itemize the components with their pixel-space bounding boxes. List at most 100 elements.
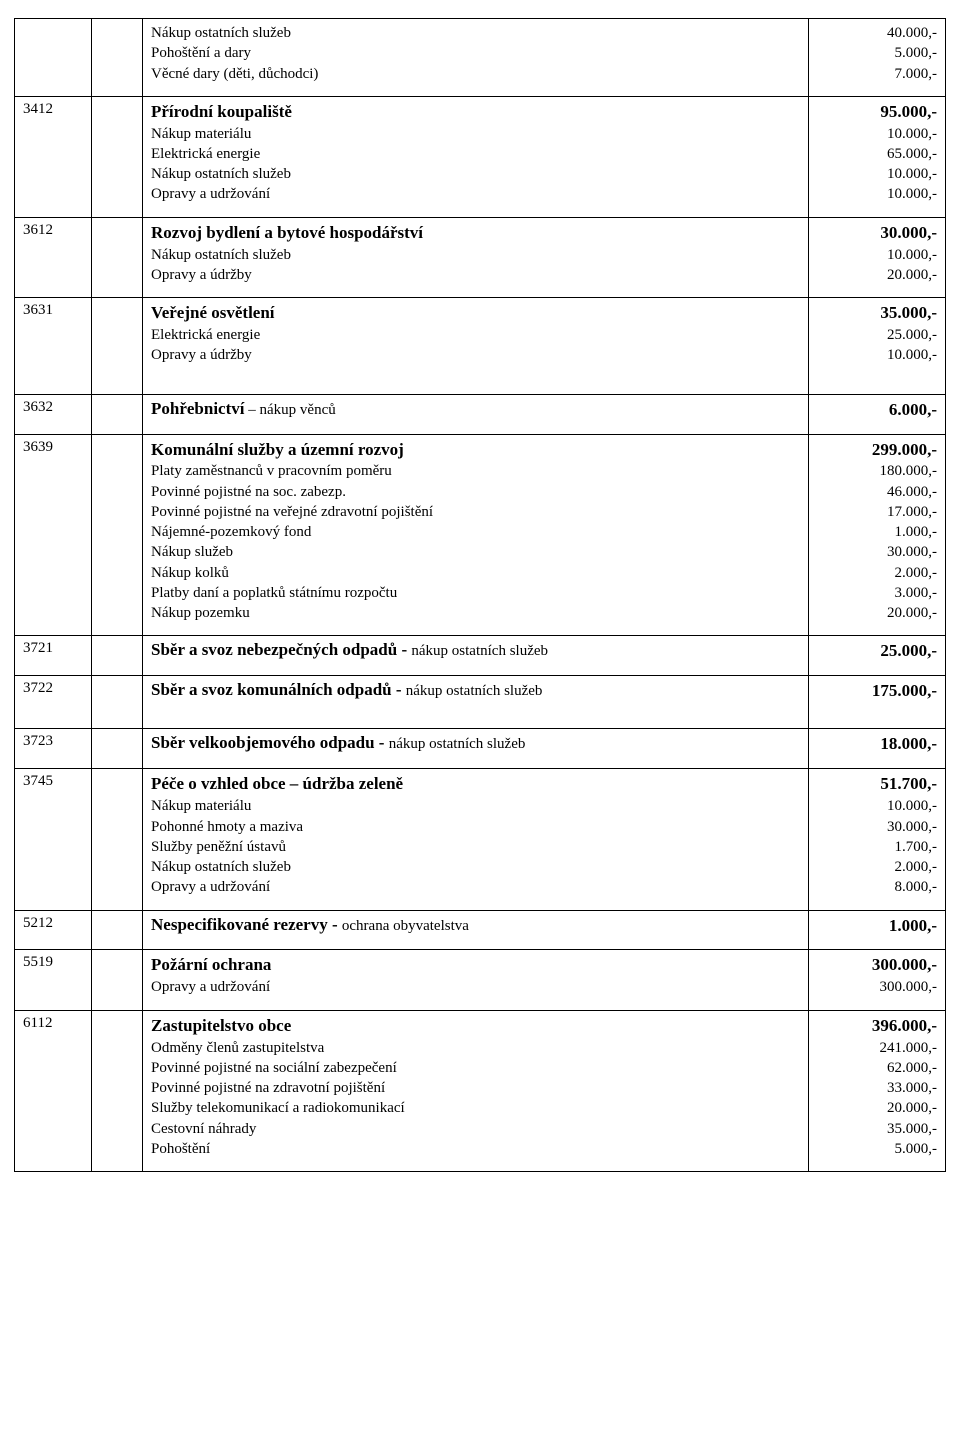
line-item-value: 396.000,- xyxy=(817,1015,937,1038)
table-row: 5212 Nespecifikované rezervy - ochrana ob… xyxy=(15,910,946,950)
value-cell: 51.700,-10.000,-30.000,-1.700,-2.000,-8.… xyxy=(809,769,946,910)
row-code: 3632 xyxy=(15,394,92,434)
line-item-value: 51.700,- xyxy=(817,773,937,796)
value-cell: 6.000,- xyxy=(809,394,946,434)
line-item-label: Komunální služby a územní rozvoj xyxy=(151,439,800,462)
table-row: 3412Přírodní koupalištěNákup materiáluEl… xyxy=(15,96,946,217)
line-item-value: 1.700,- xyxy=(817,837,937,857)
line-item-value: 20.000,- xyxy=(817,1098,937,1118)
line-item-label: Platy zaměstnanců v pracovním poměru xyxy=(151,461,800,481)
spacer-cell xyxy=(92,910,143,950)
line-item-value: 46.000,- xyxy=(817,482,937,502)
line-item-value: 1.000,- xyxy=(817,522,937,542)
line-item-value: 10.000,- xyxy=(817,124,937,144)
line-item-label: Pohřebnictví – nákup věnců xyxy=(151,399,800,419)
description-cell: Sběr a svoz nebezpečných odpadů - nákup … xyxy=(143,636,809,676)
spacer-cell xyxy=(92,950,143,1010)
table-row: 3721Sběr a svoz nebezpečných odpadů - ná… xyxy=(15,636,946,676)
value-cell: 300.000,-300.000,- xyxy=(809,950,946,1010)
line-item-label: Elektrická energie xyxy=(151,325,800,345)
table-row: 5519Požární ochranaOpravy a udržování300… xyxy=(15,950,946,1010)
line-item-label: Nespecifikované rezervy - ochrana obyvat… xyxy=(151,915,800,935)
line-item-value: 300.000,- xyxy=(817,954,937,977)
line-item-label: Nákup kolků xyxy=(151,563,800,583)
line-item-label: Nákup materiálu xyxy=(151,124,800,144)
line-item-label: Nákup ostatních služeb xyxy=(151,23,800,43)
row-code: 5212 xyxy=(15,910,92,950)
value-cell: 95.000,-10.000,-65.000,-10.000,-10.000,- xyxy=(809,96,946,217)
line-item-label: Rozvoj bydlení a bytové hospodářství xyxy=(151,222,800,245)
line-item-label: Povinné pojistné na soc. zabezp. xyxy=(151,482,800,502)
line-item-value: 10.000,- xyxy=(817,345,937,365)
line-item-label: Opravy a údržby xyxy=(151,265,800,285)
line-item-label: Cestovní náhrady xyxy=(151,1119,800,1139)
line-item-value: 2.000,- xyxy=(817,563,937,583)
line-item-value: 62.000,- xyxy=(817,1058,937,1078)
line-item-value: 25.000,- xyxy=(817,640,937,663)
line-item-value: 180.000,- xyxy=(817,461,937,481)
line-item-label: Opravy a udržování xyxy=(151,184,800,204)
line-item-label: Pohoštění xyxy=(151,1139,800,1159)
description-cell: Sběr a svoz komunálních odpadů - nákup o… xyxy=(143,676,809,729)
line-item-value: 17.000,- xyxy=(817,502,937,522)
spacer-cell xyxy=(92,729,143,769)
line-item-value: 40.000,- xyxy=(817,23,937,43)
row-code: 3612 xyxy=(15,217,92,297)
line-item-value: 30.000,- xyxy=(817,222,937,245)
line-item-value: 8.000,- xyxy=(817,877,937,897)
line-item-label: Nákup ostatních služeb xyxy=(151,857,800,877)
line-item-label: Služby peněžní ústavů xyxy=(151,837,800,857)
spacer-cell xyxy=(92,394,143,434)
spacer-cell xyxy=(92,1010,143,1171)
spacer-cell xyxy=(92,19,143,97)
line-item-value: 5.000,- xyxy=(817,1139,937,1159)
line-item-label: Odměny členů zastupitelstva xyxy=(151,1038,800,1058)
line-item-value: 35.000,- xyxy=(817,1119,937,1139)
line-item-label: Zastupitelstvo obce xyxy=(151,1015,800,1038)
line-item-value: 10.000,- xyxy=(817,245,937,265)
table-row: 3722Sběr a svoz komunálních odpadů - nák… xyxy=(15,676,946,729)
line-item-value: 7.000,- xyxy=(817,64,937,84)
line-item-label: Požární ochrana xyxy=(151,954,800,977)
table-row: 3631Veřejné osvětleníElektrická energieO… xyxy=(15,298,946,394)
line-item-value: 1.000,- xyxy=(817,915,937,938)
line-item-value: 30.000,- xyxy=(817,542,937,562)
spacer-cell xyxy=(92,96,143,217)
line-item-label: Nájemné-pozemkový fond xyxy=(151,522,800,542)
line-item-label: Nákup materiálu xyxy=(151,796,800,816)
line-item-value: 18.000,- xyxy=(817,733,937,756)
line-item-label: Nákup pozemku xyxy=(151,603,800,623)
line-item-label: Služby telekomunikací a radiokomunikací xyxy=(151,1098,800,1118)
row-code: 3639 xyxy=(15,434,92,636)
row-code: 3631 xyxy=(15,298,92,394)
spacer-cell xyxy=(92,217,143,297)
value-cell: 396.000,-241.000,-62.000,-33.000,-20.000… xyxy=(809,1010,946,1171)
line-item-value: 65.000,- xyxy=(817,144,937,164)
line-item-value: 175.000,- xyxy=(817,680,937,703)
row-code: 3745 xyxy=(15,769,92,910)
table-row: 3612 Rozvoj bydlení a bytové hospodářství… xyxy=(15,217,946,297)
line-item-value: 30.000,- xyxy=(817,817,937,837)
line-item-label: Platby daní a poplatků státnímu rozpočtu xyxy=(151,583,800,603)
description-cell: Požární ochranaOpravy a udržování xyxy=(143,950,809,1010)
description-cell: Zastupitelstvo obceOdměny členů zastupit… xyxy=(143,1010,809,1171)
line-item-label: Opravy a udržování xyxy=(151,977,800,997)
value-cell: 25.000,- xyxy=(809,636,946,676)
line-item-value: 35.000,- xyxy=(817,302,937,325)
line-item-label: Pohoštění a dary xyxy=(151,43,800,63)
line-item-label: Sběr a svoz komunálních odpadů - nákup o… xyxy=(151,680,800,700)
line-item-label: Opravy a udržování xyxy=(151,877,800,897)
line-item-value: 5.000,- xyxy=(817,43,937,63)
line-item-label: Nákup ostatních služeb xyxy=(151,245,800,265)
value-cell: 299.000,-180.000,-46.000,-17.000,-1.000,… xyxy=(809,434,946,636)
line-item-value: 20.000,- xyxy=(817,265,937,285)
row-code xyxy=(15,19,92,97)
line-item-label: Přírodní koupaliště xyxy=(151,101,800,124)
line-item-value: 3.000,- xyxy=(817,583,937,603)
row-code: 5519 xyxy=(15,950,92,1010)
line-item-label: Pohonné hmoty a maziva xyxy=(151,817,800,837)
description-cell: Sběr velkoobjemového odpadu - nákup osta… xyxy=(143,729,809,769)
line-item-value: 300.000,- xyxy=(817,977,937,997)
line-item-label: Povinné pojistné na zdravotní pojištění xyxy=(151,1078,800,1098)
line-item-value: 241.000,- xyxy=(817,1038,937,1058)
